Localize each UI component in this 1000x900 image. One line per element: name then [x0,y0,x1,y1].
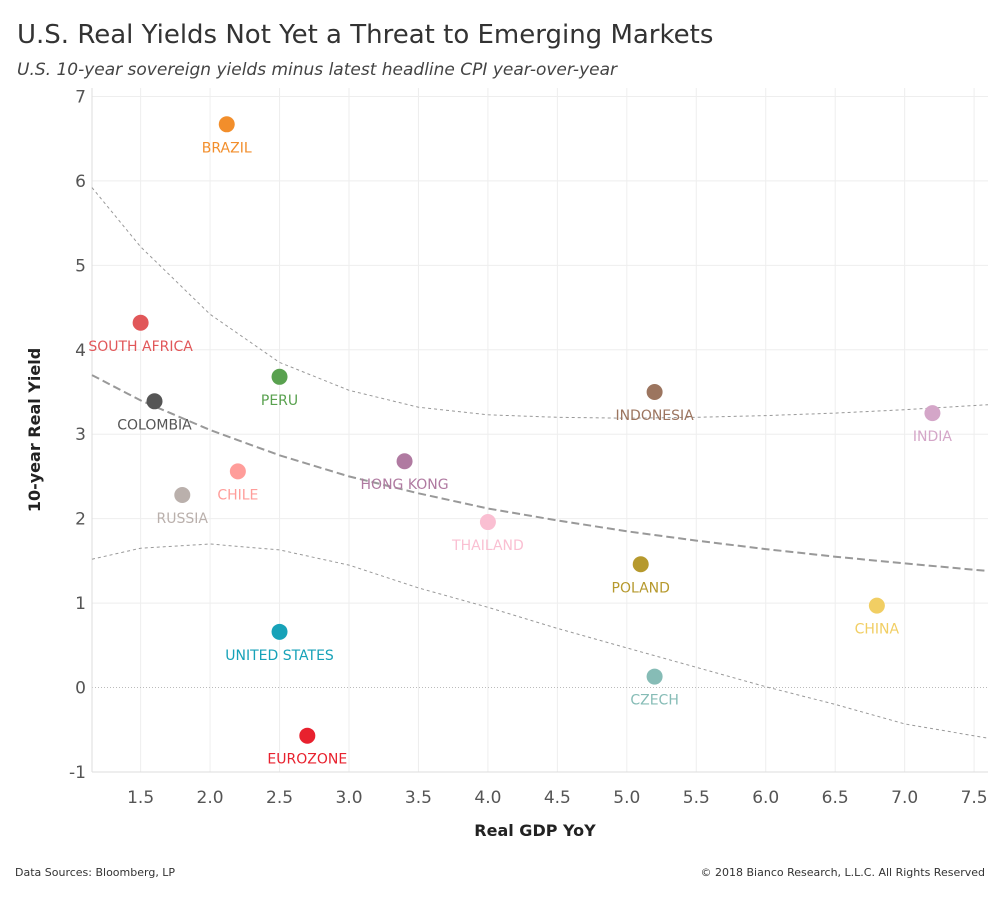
y-tick-label: 5 [75,256,86,276]
data-point-label: EUROZONE [267,752,347,768]
x-tick-label: 5.5 [683,788,710,808]
y-tick-label: 3 [75,425,86,445]
data-point-label: PERU [261,393,298,409]
data-point-label: SOUTH AFRICA [88,339,193,355]
data-point-label: CZECH [630,693,679,709]
chart-title: U.S. Real Yields Not Yet a Threat to Eme… [17,20,714,50]
data-source: Data Sources: Bloomberg, LP [15,866,176,879]
y-tick-label: 0 [75,679,86,699]
data-point [174,487,191,504]
x-tick-label: 3.0 [335,788,362,808]
data-point-label: INDONESIA [615,408,694,424]
data-point [132,314,149,331]
x-tick-label: 7.5 [961,788,988,808]
x-tick-label: 6.5 [822,788,849,808]
data-point [924,405,941,422]
x-tick-label: 2.5 [266,788,293,808]
x-tick-label: 1.5 [127,788,154,808]
data-point-label: BRAZIL [202,140,252,156]
data-point [271,368,288,385]
y-tick-label: -1 [69,763,86,783]
lower-confidence-band [91,543,989,739]
data-point [146,393,163,410]
data-point [218,116,235,133]
data-point-label: CHILE [217,487,258,503]
upper-confidence-band [91,187,989,419]
x-tick-label: 6.0 [752,788,779,808]
x-tick-label: 2.0 [197,788,224,808]
x-tick-label: 7.0 [891,788,918,808]
data-point [299,727,316,744]
data-point [632,556,649,573]
y-axis-label: 10-year Real Yield [25,348,44,512]
x-tick-label: 4.5 [544,788,571,808]
data-point [646,384,663,400]
x-tick-label: 5.0 [613,788,640,808]
y-tick-label: 4 [75,341,86,361]
chart-subtitle: U.S. 10-year sovereign yields minus late… [17,60,617,80]
data-point-label: HONG KONG [361,477,449,493]
data-point-label: UNITED STATES [225,648,334,664]
data-point [646,668,663,685]
y-tick-label: 1 [75,594,86,614]
x-axis-label: Real GDP YoY [474,821,596,840]
data-point-label: RUSSIA [157,511,209,527]
x-tick-label: 3.5 [405,788,432,808]
data-point [229,463,246,480]
x-tick-label: 4.0 [474,788,501,808]
data-point [396,453,413,470]
data-point-label: CHINA [855,622,900,638]
y-tick-label: 6 [75,172,86,192]
data-point-label: POLAND [612,580,670,596]
data-point [868,597,885,614]
data-point-label: COLOMBIA [117,417,192,433]
data-point-label: INDIA [913,429,953,445]
data-point [479,514,496,531]
y-tick-label: 7 [75,87,86,107]
trend-line [91,374,989,572]
y-tick-label: 2 [75,510,86,530]
data-point-label: THAILAND [451,538,524,554]
copyright: © 2018 Bianco Research, L.L.C. All Right… [700,866,985,879]
data-point [271,623,288,640]
